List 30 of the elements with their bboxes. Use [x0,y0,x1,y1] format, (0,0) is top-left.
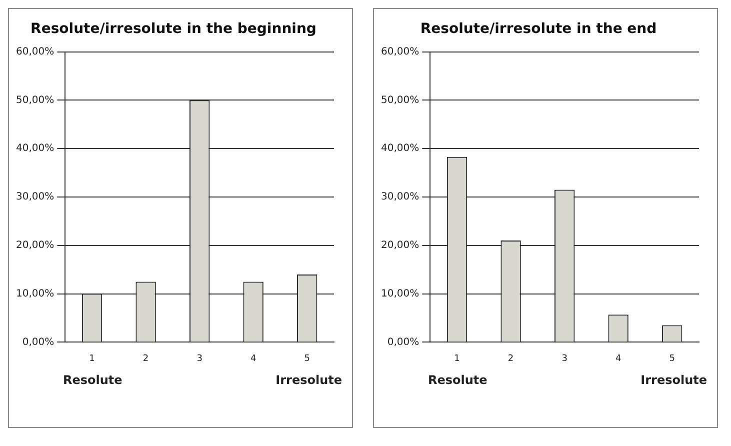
y-tick-label: 20,00% [16,240,54,251]
text: Irresolute [640,373,707,387]
y-tick-label: 40,00% [380,143,420,154]
text: Irresolute [276,373,342,387]
x-tick-label: 2 [508,354,514,364]
text: Resolute [428,373,488,387]
y-tick-label: 10,00% [380,288,420,300]
y-tick-label: 20,00% [380,240,420,251]
y-tick-label: 0,00% [22,336,54,348]
x-tick-label: 5 [669,354,675,364]
x-tick-label: 3 [562,354,568,364]
x-tick-label: 1 [454,354,460,364]
y-tick-label: 30,00% [16,192,54,203]
y-tick-label: 30,00% [380,192,420,203]
x-tick-label: 5 [304,354,310,364]
chart-title: Resolute/irresolute in the beginning [30,21,316,38]
text: Resolute [63,373,122,387]
y-tick-label: 60,00% [16,46,54,58]
y-tick-label: 50,00% [16,94,54,106]
x-tick-label: 1 [89,354,95,364]
y-tick-label: 50,00% [380,94,420,106]
y-tick-label: 10,00% [16,288,54,300]
x-tick-label: 2 [142,354,149,364]
chart-title: Resolute/irresolute in the end [420,21,657,38]
y-tick-label: 40,00% [16,143,54,154]
y-tick-label: 0,00% [387,336,420,348]
y-tick-label: 60,00% [380,46,420,58]
x-tick-label: 3 [196,354,202,364]
x-tick-label: 4 [615,354,622,364]
x-tick-label: 4 [250,354,256,364]
